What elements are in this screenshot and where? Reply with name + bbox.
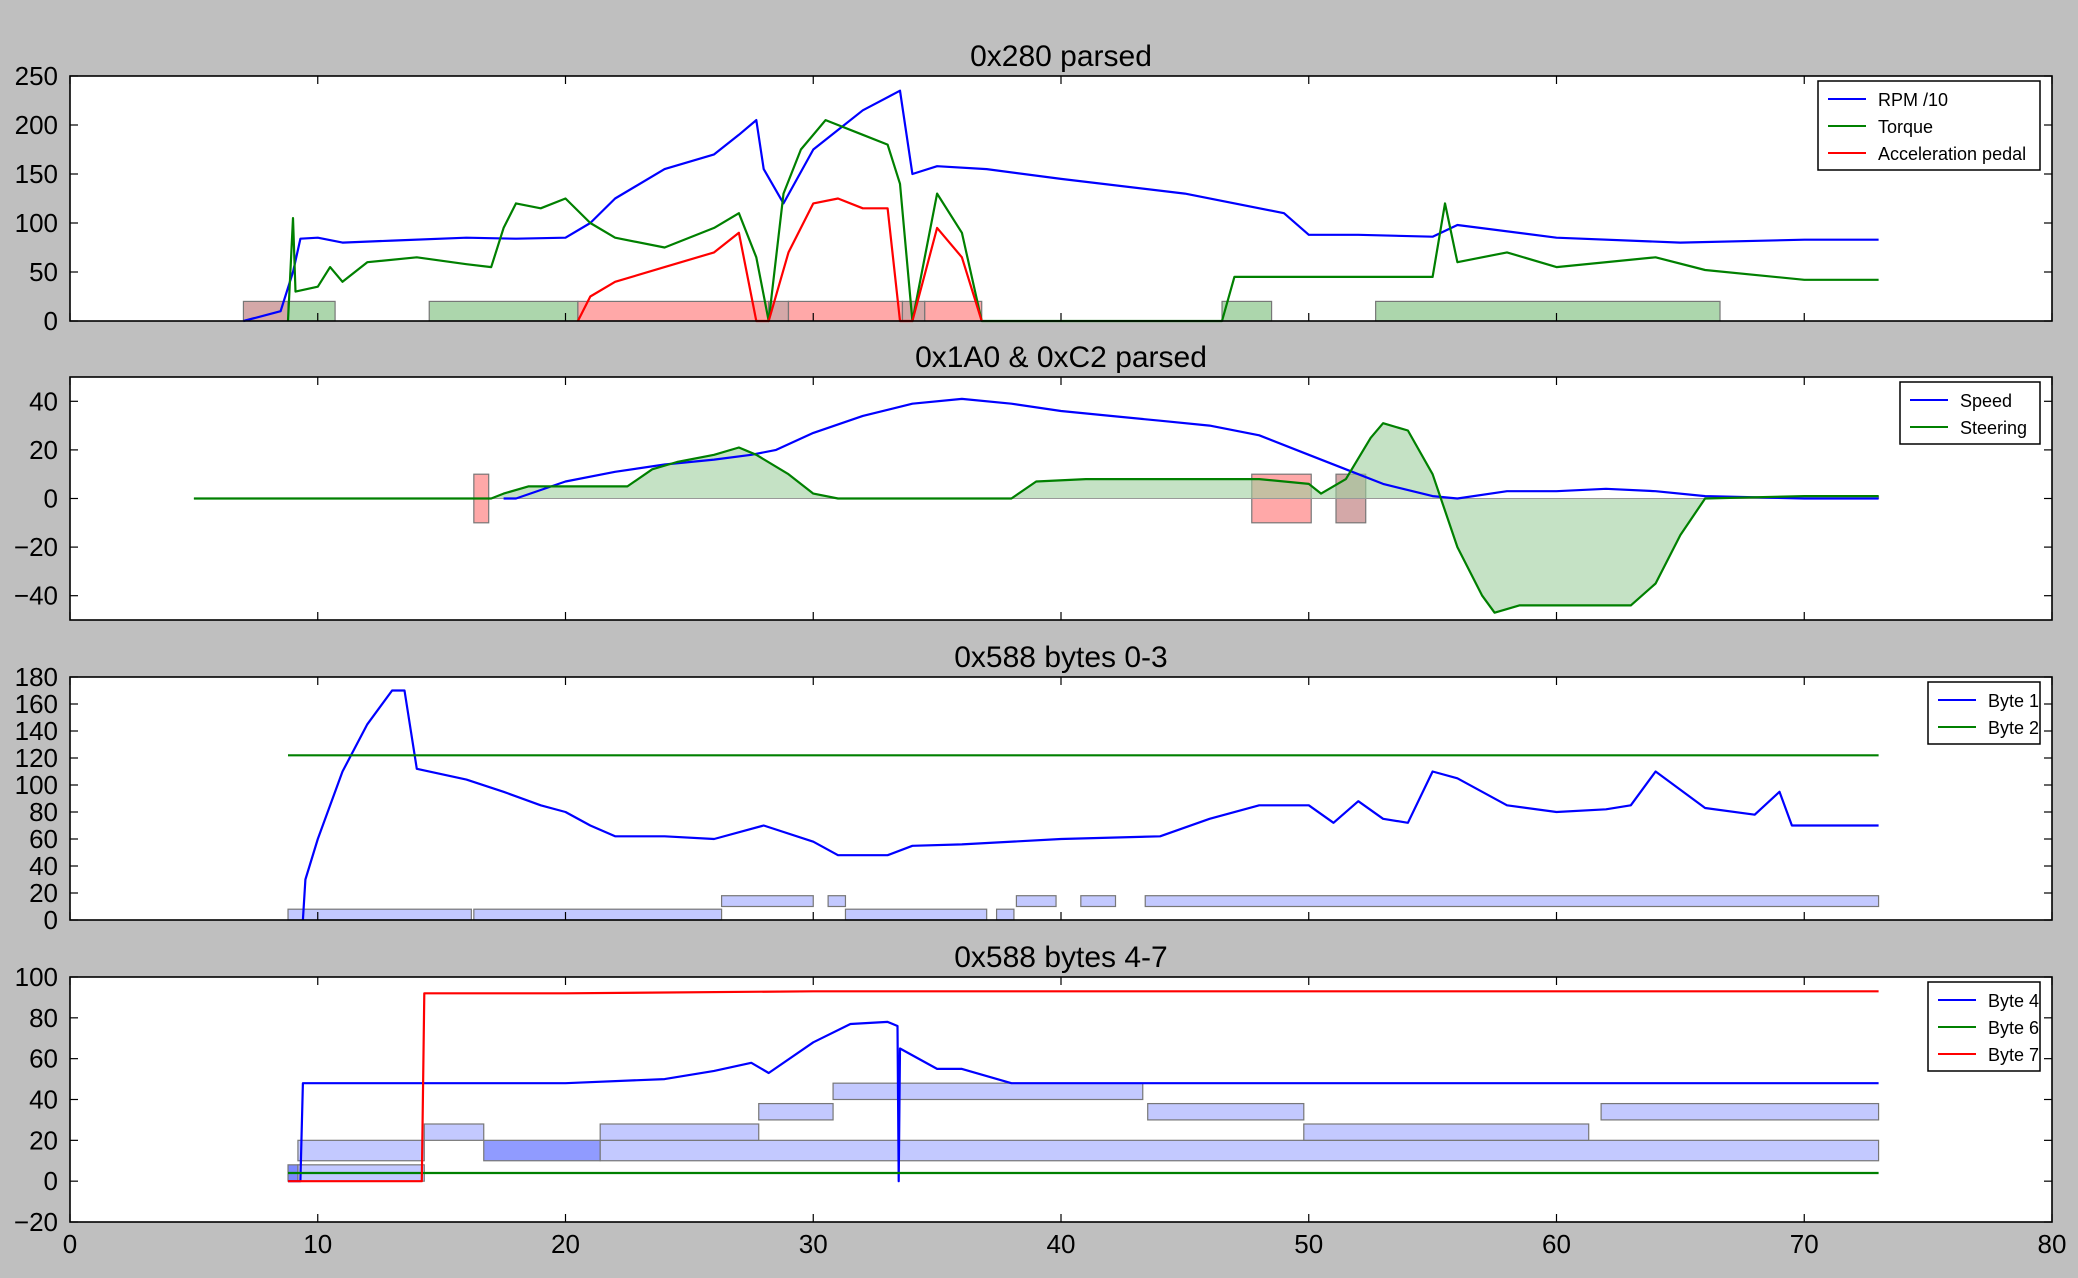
band-rect <box>827 895 847 908</box>
band-rect <box>1144 895 1880 908</box>
x-tick-label: 10 <box>303 1229 332 1259</box>
chart-title: 0x588 bytes 0-3 <box>954 641 1167 674</box>
x-tick-label: 40 <box>1047 1229 1076 1259</box>
series-line-byte-7 <box>288 990 1879 1183</box>
legend-label: Steering <box>1960 418 2027 438</box>
series-line-acceleration-pedal <box>576 197 983 323</box>
band-rect <box>1303 1123 1590 1141</box>
y-tick-label: 100 <box>15 208 58 238</box>
band-rect <box>423 1123 485 1141</box>
series-line-torque <box>286 118 1879 323</box>
legend-label: Acceleration pedal <box>1878 144 2026 164</box>
x-tick-label: 60 <box>1542 1229 1571 1259</box>
band-rect <box>832 1082 1144 1101</box>
series-line-rpm-10 <box>243 89 1879 323</box>
y-tick-label: 120 <box>15 743 58 773</box>
band-rect <box>1375 300 1721 322</box>
x-tick-label: 50 <box>1294 1229 1323 1259</box>
x-tick-label: 0 <box>63 1229 77 1259</box>
y-tick-label: 80 <box>29 797 58 827</box>
y-tick-label: 100 <box>15 770 58 800</box>
plot-area <box>70 76 2052 321</box>
y-tick-label: 60 <box>29 1044 58 1074</box>
y-tick-label: −20 <box>14 1207 58 1237</box>
band-rect <box>787 300 904 322</box>
legend: Byte 4 Byte 6 Byte 7 <box>1927 981 2041 1072</box>
chart-title: 0x1A0 & 0xC2 parsed <box>915 341 1207 374</box>
band-rect <box>599 1123 760 1141</box>
band-rect <box>599 1139 1880 1162</box>
y-tick-label: 20 <box>29 435 58 465</box>
y-tick-label: 140 <box>15 716 58 746</box>
legend-label: Speed <box>1960 391 2012 411</box>
legend: RPM /10 Torque Acceleration pedal <box>1817 80 2041 171</box>
band-rect <box>1147 1102 1305 1121</box>
y-tick-label: 60 <box>29 824 58 854</box>
series-line-byte-4 <box>288 1020 1879 1183</box>
legend-label: Byte 6 <box>1988 1018 2039 1038</box>
y-tick-label: 40 <box>29 1085 58 1115</box>
band-rect <box>1221 300 1273 322</box>
band-rect <box>758 1102 834 1121</box>
x-tick-label: 80 <box>2038 1229 2067 1259</box>
band-rect <box>844 908 988 921</box>
legend-label: Byte 2 <box>1988 718 2039 738</box>
legend: Byte 1 Byte 2 <box>1927 681 2041 745</box>
legend-label: Torque <box>1878 117 1933 137</box>
y-tick-label: 40 <box>29 386 58 416</box>
legend: Speed Steering <box>1899 381 2041 445</box>
x-tick-label: 30 <box>799 1229 828 1259</box>
band-rect <box>995 908 1015 921</box>
y-tick-label: 50 <box>29 257 58 287</box>
y-tick-label: 250 <box>15 61 58 91</box>
y-tick-label: 40 <box>29 851 58 881</box>
y-tick-label: 180 <box>15 662 58 692</box>
band-rect <box>720 895 814 908</box>
y-tick-label: 100 <box>15 962 58 992</box>
series-line-byte-1 <box>301 689 1879 921</box>
band-rect <box>297 1139 425 1162</box>
chart-title: 0x588 bytes 4-7 <box>954 941 1167 974</box>
y-tick-label: 20 <box>29 1125 58 1155</box>
band-rect <box>473 908 723 921</box>
legend-box <box>1899 381 2041 445</box>
x-tick-label: 70 <box>1790 1229 1819 1259</box>
y-tick-label: 0 <box>44 1166 58 1196</box>
y-tick-label: 0 <box>44 306 58 336</box>
plot-area <box>70 677 2052 920</box>
y-tick-label: 0 <box>44 905 58 935</box>
y-tick-label: −40 <box>14 581 58 611</box>
series-line-speed <box>503 397 1879 500</box>
legend-label: Byte 1 <box>1988 691 2039 711</box>
band-rect <box>1600 1102 1880 1121</box>
x-tick-label: 20 <box>551 1229 580 1259</box>
legend-label: Byte 4 <box>1988 991 2039 1011</box>
panel-1: 0 50 100 150 200 250 0x280 parsed RPM /10 Torque… <box>15 40 2053 336</box>
series-line-steering <box>193 422 1879 614</box>
legend-label: RPM /10 <box>1878 90 1948 110</box>
band-rect <box>1080 895 1117 908</box>
y-tick-label: 20 <box>29 878 58 908</box>
y-tick-label: 80 <box>29 1003 58 1033</box>
y-tick-label: 200 <box>15 110 58 140</box>
band-rect <box>287 300 336 322</box>
band-rect <box>577 300 770 322</box>
band-rect <box>924 300 983 322</box>
band-rect <box>1015 895 1057 908</box>
band-rect <box>483 1139 601 1162</box>
band-rect <box>287 908 472 921</box>
y-tick-label: 150 <box>15 159 58 189</box>
y-tick-label: 160 <box>15 689 58 719</box>
chart-title: 0x280 parsed <box>970 40 1152 73</box>
legend-label: Byte 7 <box>1988 1045 2039 1065</box>
y-tick-label: −20 <box>14 532 58 562</box>
panel-2: −40 −20 0 20 40 0x1A0 & 0xC2 parsed Speed Steer… <box>14 341 2053 621</box>
y-tick-label: 0 <box>44 484 58 514</box>
band-rect <box>428 300 579 322</box>
legend-box <box>1927 681 2041 745</box>
